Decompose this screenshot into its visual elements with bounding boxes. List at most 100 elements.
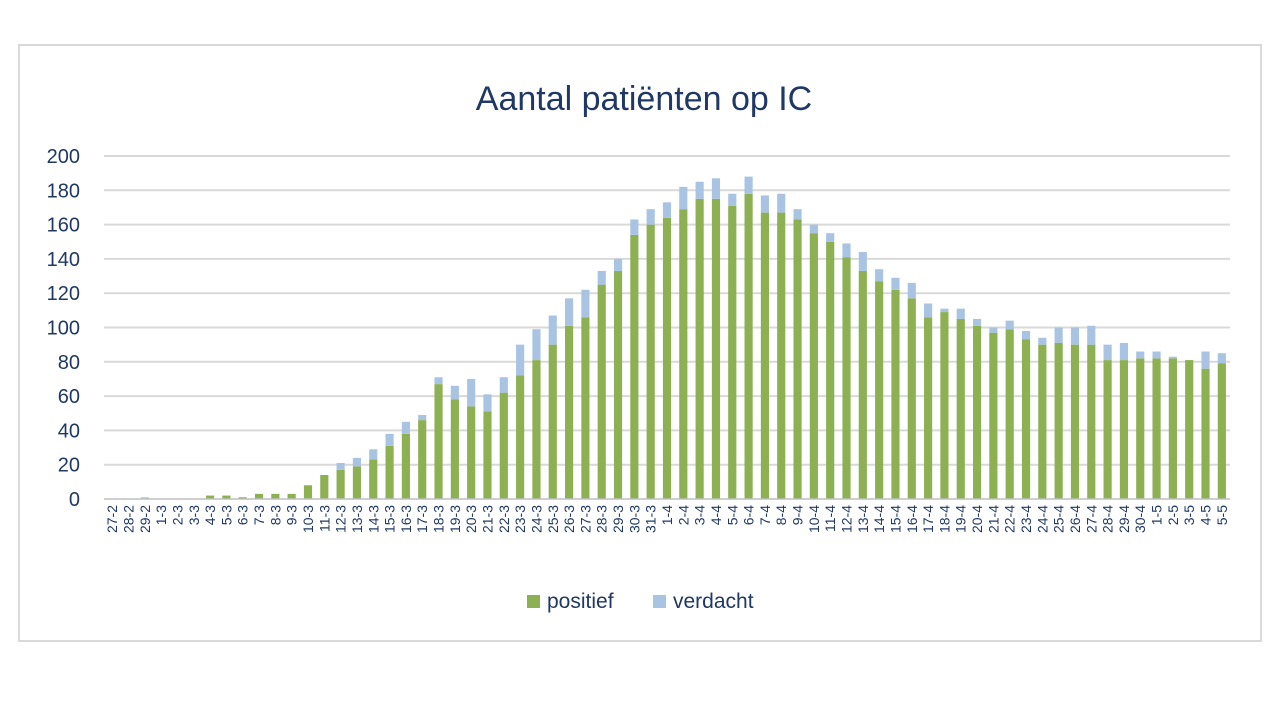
bar-positief bbox=[548, 344, 557, 499]
bar-verdacht bbox=[760, 195, 769, 213]
legend: positief verdacht bbox=[527, 590, 754, 613]
bar-positief bbox=[369, 459, 378, 499]
x-axis-ticks: 27-2 28-2 29-2 1-3 2-3 3-3 4-3 5-3 6-3 7-3 8-3 9-3 1… bbox=[104, 505, 1230, 533]
bar-verdacht bbox=[972, 318, 982, 326]
bar-verdacht bbox=[516, 344, 525, 376]
bar-positief bbox=[287, 493, 296, 499]
bar-positief bbox=[956, 318, 965, 499]
bar-positief bbox=[581, 317, 590, 499]
bar-verdacht bbox=[499, 377, 508, 393]
bar-positief bbox=[352, 466, 362, 499]
x-tick-label: 19-4 bbox=[953, 505, 969, 533]
bar-positief bbox=[972, 325, 982, 499]
x-tick-label: 12-4 bbox=[839, 505, 855, 533]
y-tick-label: 140 bbox=[47, 249, 80, 271]
bar-verdacht bbox=[418, 414, 427, 421]
bar-verdacht bbox=[907, 282, 916, 299]
bar-positief bbox=[809, 233, 818, 500]
bar-verdacht bbox=[940, 308, 949, 313]
bar-positief bbox=[1103, 360, 1112, 499]
bar-positief bbox=[777, 212, 786, 499]
x-tick-label: 27-2 bbox=[104, 505, 120, 533]
x-tick-label: 18-4 bbox=[936, 505, 952, 533]
x-tick-label: 17-4 bbox=[920, 505, 936, 533]
x-tick-label: 14-3 bbox=[365, 505, 381, 533]
x-tick-label: 4-5 bbox=[1198, 505, 1214, 525]
x-tick-label: 10-3 bbox=[300, 505, 316, 533]
bar-positief bbox=[1021, 339, 1031, 499]
bar-verdacht bbox=[450, 385, 459, 400]
bar-positief bbox=[695, 198, 704, 499]
bar-verdacht bbox=[565, 298, 574, 326]
bar-verdacht bbox=[401, 421, 410, 434]
x-tick-label: 28-4 bbox=[1100, 505, 1116, 533]
y-tick-label: 200 bbox=[47, 146, 80, 168]
bar-verdacht bbox=[1103, 344, 1112, 361]
bar-positief bbox=[516, 375, 525, 499]
bar-positief bbox=[989, 332, 998, 499]
bar-verdacht bbox=[581, 289, 590, 318]
y-tick-label: 40 bbox=[58, 420, 80, 442]
bar-verdacht bbox=[793, 209, 802, 220]
bar-positief bbox=[728, 205, 737, 500]
bar-positief bbox=[1136, 358, 1145, 499]
bar-positief bbox=[711, 198, 721, 499]
x-tick-label: 14-4 bbox=[871, 505, 887, 533]
x-tick-label: 29-4 bbox=[1116, 505, 1132, 533]
bar-positief bbox=[760, 212, 769, 499]
x-tick-label: 15-4 bbox=[887, 505, 903, 533]
x-tick-label: 2-5 bbox=[1165, 505, 1181, 525]
bar-verdacht bbox=[728, 193, 737, 206]
legend-swatch bbox=[527, 595, 540, 608]
bar-positief bbox=[1201, 368, 1210, 499]
x-tick-label: 19-3 bbox=[447, 505, 463, 533]
bar-verdacht bbox=[630, 219, 639, 235]
bar-verdacht bbox=[1136, 351, 1145, 359]
x-tick-label: 1-3 bbox=[153, 505, 169, 525]
bar-verdacht bbox=[891, 277, 900, 290]
x-tick-label: 2-3 bbox=[169, 505, 185, 525]
x-tick-label: 11-3 bbox=[316, 505, 332, 532]
y-tick-label: 100 bbox=[47, 318, 80, 340]
x-tick-label: 5-3 bbox=[218, 505, 234, 525]
x-tick-label: 30-3 bbox=[626, 505, 642, 533]
x-tick-label: 23-4 bbox=[1018, 505, 1034, 533]
bar-positief bbox=[613, 270, 623, 499]
x-tick-label: 28-3 bbox=[594, 505, 610, 533]
x-tick-label: 6-3 bbox=[235, 505, 251, 525]
x-tick-label: 6-4 bbox=[741, 505, 757, 525]
bar-verdacht bbox=[1217, 353, 1226, 364]
bar-verdacht bbox=[1021, 330, 1031, 340]
x-tick-label: 11-4 bbox=[822, 505, 838, 532]
x-tick-label: 31-3 bbox=[643, 505, 659, 533]
bar-verdacht bbox=[1152, 351, 1161, 359]
bar-positief bbox=[434, 384, 443, 499]
chart-frame: Aantal patiënten op IC 0 20 40 60 80 100 120 14… bbox=[18, 44, 1262, 642]
bar-positief bbox=[565, 325, 574, 499]
bar-verdacht bbox=[369, 449, 378, 460]
chart-title: Aantal patiënten op IC bbox=[476, 80, 812, 118]
bar-verdacht bbox=[989, 327, 998, 333]
bar-positief bbox=[793, 219, 802, 499]
bar-verdacht bbox=[1054, 327, 1063, 343]
bar-positief bbox=[1119, 360, 1129, 499]
x-tick-label: 7-3 bbox=[251, 505, 267, 525]
x-tick-label: 25-3 bbox=[545, 505, 561, 533]
bar-verdacht bbox=[434, 377, 443, 385]
x-tick-label: 27-3 bbox=[577, 505, 593, 533]
bar-verdacht bbox=[1005, 320, 1014, 330]
bar-positief bbox=[385, 445, 394, 499]
bar-positief bbox=[499, 392, 508, 499]
bar-verdacht bbox=[646, 209, 655, 225]
bar-positief bbox=[1217, 363, 1226, 499]
y-tick-label: 20 bbox=[58, 455, 80, 477]
bar-verdacht bbox=[1038, 337, 1047, 345]
x-tick-label: 5-5 bbox=[1214, 505, 1230, 525]
x-tick-label: 4-3 bbox=[202, 505, 218, 525]
x-tick-label: 13-3 bbox=[349, 505, 365, 533]
bar-positief bbox=[630, 234, 639, 499]
bar-positief bbox=[662, 217, 672, 500]
y-tick-label: 120 bbox=[47, 283, 80, 305]
x-tick-label: 12-3 bbox=[333, 505, 349, 533]
y-axis-ticks: 0 20 40 60 80 100 120 140 160 180 200 bbox=[47, 146, 80, 511]
